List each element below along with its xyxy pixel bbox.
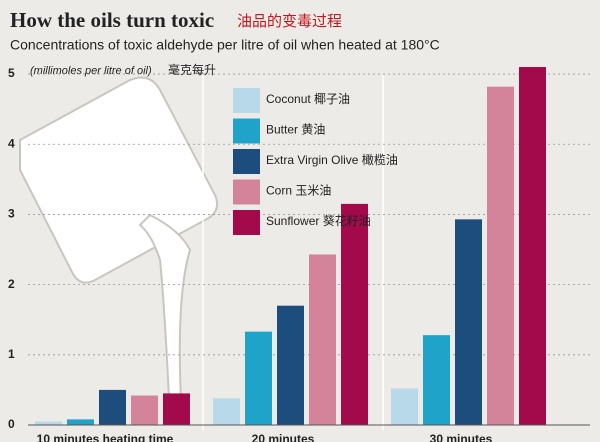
bar <box>391 388 418 425</box>
legend-label: Sunflower 葵花籽油 <box>266 213 371 228</box>
legend-swatch <box>233 179 260 205</box>
chart-title-cn: 油品的变毒过程 <box>237 13 342 30</box>
bar <box>131 395 158 425</box>
y-tick-label: 1 <box>8 347 15 361</box>
y-tick-label: 5 <box>8 66 15 80</box>
legend-swatch <box>233 210 260 235</box>
bar <box>455 219 482 425</box>
bar <box>277 305 304 425</box>
y-tick-label: 0 <box>8 417 15 431</box>
bar <box>35 421 62 425</box>
x-tick-label: 10 minutes heating time <box>37 432 174 442</box>
y-tick-label: 2 <box>8 277 15 291</box>
bar <box>163 393 190 425</box>
y-unit-cn: 毫克每升 <box>168 62 216 77</box>
bar <box>213 398 240 425</box>
y-tick-label: 3 <box>8 207 15 221</box>
bar <box>423 335 450 425</box>
bar <box>99 389 126 425</box>
bar <box>519 67 546 426</box>
bar <box>341 203 368 425</box>
chart-subtitle: Concentrations of toxic aldehyde per lit… <box>10 37 440 53</box>
x-tick-label: 20 minutes <box>252 432 315 442</box>
y-unit: (millimoles per litre of oil) <box>30 65 152 77</box>
legend-swatch <box>233 149 260 174</box>
bar <box>487 86 514 425</box>
legend-label: Extra Virgin Olive 橄榄油 <box>266 152 398 167</box>
x-tick-label: 30 minutes <box>430 432 493 442</box>
legend-label: Corn 玉米油 <box>266 184 331 198</box>
legend-label: Butter 黄油 <box>266 123 325 137</box>
bottle-illustration <box>19 76 218 421</box>
y-tick-label: 4 <box>8 136 15 150</box>
bar <box>67 419 94 425</box>
chart-title: How the oils turn toxic <box>10 8 214 32</box>
legend-label: Coconut 椰子油 <box>266 91 350 106</box>
bar <box>245 331 272 425</box>
legend-swatch <box>233 88 260 113</box>
bar <box>309 254 336 425</box>
legend-swatch <box>233 118 260 144</box>
